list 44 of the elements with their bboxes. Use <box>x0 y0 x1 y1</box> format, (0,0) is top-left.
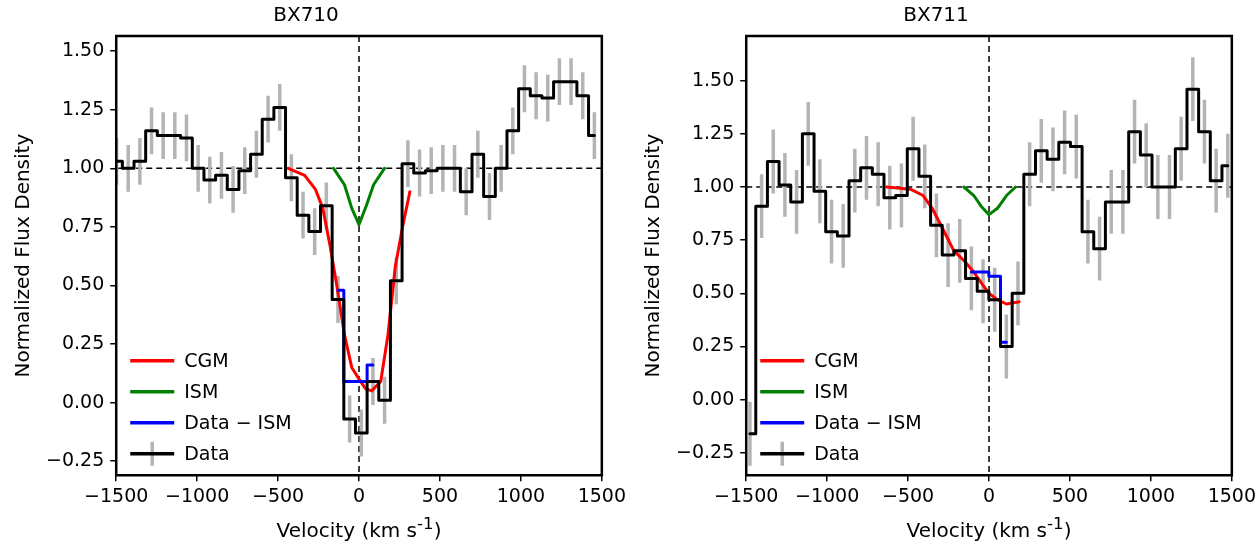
legend-label: CGM <box>184 348 229 371</box>
y-tick-label: 0.50 <box>691 280 735 303</box>
x-tick-label: 500 <box>1051 483 1089 506</box>
y-tick-label: 1.00 <box>61 155 105 178</box>
y-tick-label: 0.00 <box>691 386 735 409</box>
x-tick-label: −1000 <box>795 483 860 506</box>
x-tick-label: −1500 <box>714 483 779 506</box>
y-tick-label: 1.00 <box>691 173 735 196</box>
legend-label: CGM <box>814 348 859 371</box>
legend-label: Data <box>184 441 230 464</box>
legend-label: Data <box>814 441 860 464</box>
chart-title: BX711 <box>903 2 969 27</box>
y-tick-label: 0.75 <box>691 227 735 250</box>
legend-label: Data − ISM <box>184 410 292 433</box>
x-tick-label: 0 <box>352 483 366 506</box>
x-tick-label: 1500 <box>577 483 626 506</box>
y-tick-label: −0.25 <box>675 439 735 462</box>
y-tick-label: 1.50 <box>691 67 735 90</box>
x-tick-label: 1500 <box>1207 483 1256 506</box>
y-axis-title: Normalized Flux Density <box>640 133 665 378</box>
x-tick-label: −500 <box>252 483 305 506</box>
y-tick-label: 0.75 <box>61 213 105 236</box>
x-tick-label: 0 <box>982 483 996 506</box>
x-tick-label: −1000 <box>165 483 230 506</box>
x-tick-label: −1500 <box>84 483 149 506</box>
x-axis-title: Velocity (km s$^{-1}$) <box>276 514 442 542</box>
y-tick-label: 0.00 <box>61 389 105 412</box>
legend-label: ISM <box>814 379 849 402</box>
y-tick-label: 0.25 <box>61 330 105 353</box>
y-axis-title: Normalized Flux Density <box>10 133 35 378</box>
y-tick-label: 0.25 <box>691 333 735 356</box>
y-tick-label: −0.25 <box>45 448 105 471</box>
x-tick-label: 500 <box>421 483 459 506</box>
y-tick-label: 1.50 <box>61 38 105 61</box>
chart-title: BX710 <box>273 2 339 27</box>
legend-label: Data − ISM <box>814 410 922 433</box>
x-tick-label: 1000 <box>1126 483 1176 506</box>
x-tick-label: 1000 <box>496 483 546 506</box>
x-tick-label: −500 <box>882 483 935 506</box>
y-tick-label: 0.50 <box>61 272 105 295</box>
y-tick-label: 1.25 <box>61 96 105 119</box>
y-tick-label: 1.25 <box>691 120 735 143</box>
legend-label: ISM <box>184 379 219 402</box>
x-axis-title: Velocity (km s$^{-1}$) <box>906 514 1072 542</box>
